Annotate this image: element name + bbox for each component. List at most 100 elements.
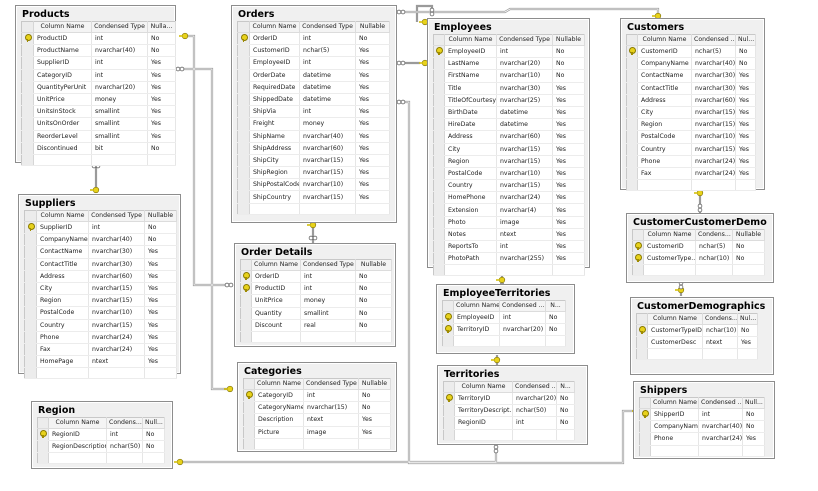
- column-type[interactable]: nvarchar(30): [88, 245, 145, 259]
- column-type[interactable]: ntext: [702, 336, 738, 350]
- column-type[interactable]: nvarchar(20): [499, 323, 546, 337]
- column-type[interactable]: nvarchar(15): [299, 190, 356, 204]
- column-name[interactable]: Country: [36, 319, 89, 332]
- column-type[interactable]: int: [300, 282, 356, 296]
- table-row[interactable]: Region nvarchar(15) Yes: [626, 118, 756, 132]
- column-name[interactable]: Country: [444, 179, 497, 193]
- table-row[interactable]: RequiredDate datetime Yes: [237, 81, 390, 94]
- nullable-header[interactable]: Nullable: [552, 34, 585, 46]
- table-row[interactable]: CompanyName nvarchar(40) No: [639, 420, 765, 434]
- column-nullable[interactable]: Yes: [552, 179, 585, 193]
- empty-cell[interactable]: [106, 452, 143, 465]
- table-row[interactable]: SupplierID int Yes: [21, 56, 176, 70]
- column-nullable[interactable]: Yes: [147, 81, 176, 94]
- table-row[interactable]: CustomerID nchar(5) No: [626, 45, 756, 59]
- empty-cell[interactable]: [355, 331, 392, 343]
- column-name[interactable]: Notes: [444, 228, 497, 242]
- column-nullable[interactable]: Yes: [355, 154, 390, 168]
- column-nullable[interactable]: No: [556, 404, 575, 418]
- column-name[interactable]: ReorderLevel: [33, 130, 92, 143]
- table-row[interactable]: Address nvarchar(60) Yes: [24, 270, 177, 283]
- column-type[interactable]: int: [91, 32, 148, 46]
- column-name[interactable]: ShipPostalCode: [249, 178, 300, 192]
- column-nullable[interactable]: Yes: [552, 106, 585, 120]
- column-name-header[interactable]: Column Name: [36, 210, 89, 222]
- empty-cell[interactable]: [632, 264, 644, 277]
- table-row[interactable]: EmployeeID int Yes: [237, 56, 390, 70]
- column-type[interactable]: nvarchar(15): [496, 155, 553, 168]
- new-row[interactable]: [639, 445, 765, 457]
- column-type[interactable]: nvarchar(60): [496, 130, 553, 144]
- table-row[interactable]: CompanyName nvarchar(40) No: [24, 233, 177, 247]
- column-name-header[interactable]: Column Name: [254, 378, 304, 390]
- column-nullable[interactable]: Yes: [144, 355, 177, 369]
- column-name[interactable]: CustomerID: [643, 240, 696, 254]
- table-row[interactable]: PostalCode nvarchar(10) Yes: [626, 130, 756, 144]
- row-selector[interactable]: [21, 44, 34, 58]
- column-name[interactable]: Phone: [36, 331, 89, 344]
- row-selector[interactable]: [21, 142, 34, 155]
- column-type[interactable]: nchar(50): [106, 440, 143, 454]
- empty-cell[interactable]: [499, 335, 546, 348]
- table-row[interactable]: Fax nvarchar(24) Yes: [626, 167, 756, 181]
- row-selector[interactable]: [237, 117, 250, 131]
- column-nullable[interactable]: No: [142, 428, 165, 442]
- column-name[interactable]: EmployeeID: [453, 311, 500, 325]
- table-employee-territories[interactable]: EmployeeTerritories Column Name Condensed…: [436, 284, 575, 354]
- column-name[interactable]: PostalCode: [36, 306, 89, 320]
- column-type[interactable]: int: [88, 221, 145, 235]
- column-nullable[interactable]: No: [735, 57, 756, 71]
- column-name[interactable]: HireDate: [444, 118, 497, 132]
- column-nullable[interactable]: Yes: [552, 216, 585, 229]
- column-nullable[interactable]: No: [742, 420, 765, 434]
- row-selector[interactable]: [442, 323, 454, 337]
- table-categories[interactable]: Categories Column Name Condensed Type Null…: [237, 362, 397, 452]
- column-type[interactable]: nvarchar(10): [691, 130, 736, 144]
- column-type[interactable]: nvarchar(60): [691, 94, 736, 107]
- column-nullable[interactable]: Yes: [147, 117, 176, 131]
- column-nullable[interactable]: Yes: [552, 143, 585, 156]
- column-name-header[interactable]: Column Name: [249, 21, 300, 33]
- table-row[interactable]: ContactName nvarchar(30) Yes: [626, 69, 756, 83]
- column-name[interactable]: ShipName: [249, 130, 300, 143]
- column-type[interactable]: int: [698, 408, 743, 422]
- column-name-header[interactable]: Column Name: [454, 381, 513, 393]
- table-row[interactable]: RegionID int No: [37, 428, 165, 442]
- row-selector[interactable]: [626, 106, 638, 120]
- table-row[interactable]: PostalCode nvarchar(10) Yes: [24, 306, 177, 320]
- table-row[interactable]: OrderID int No: [240, 270, 392, 284]
- column-type[interactable]: nvarchar(24): [691, 167, 736, 181]
- column-nullable[interactable]: Yes: [147, 69, 176, 82]
- row-selector[interactable]: [24, 258, 37, 271]
- row-selector[interactable]: [237, 69, 250, 82]
- condensed-type-header[interactable]: Condensed ...: [698, 397, 743, 409]
- condensed-type-header[interactable]: Condens...: [702, 313, 738, 325]
- column-type[interactable]: nchar(10): [702, 324, 738, 338]
- column-name[interactable]: CustomerDesc: [647, 336, 703, 350]
- row-selector[interactable]: [243, 401, 255, 415]
- row-selector[interactable]: [639, 408, 651, 422]
- column-type[interactable]: datetime: [496, 118, 553, 132]
- column-type[interactable]: int: [91, 69, 148, 82]
- row-selector[interactable]: [24, 294, 37, 308]
- column-nullable[interactable]: No: [556, 416, 575, 430]
- column-name[interactable]: CompanyName: [637, 57, 692, 71]
- table-row[interactable]: Picture image Yes: [243, 426, 391, 439]
- table-row[interactable]: Discontinued bit No: [21, 142, 176, 155]
- column-nullable[interactable]: Yes: [144, 258, 177, 271]
- column-name-header[interactable]: Column Name: [643, 229, 696, 241]
- column-name[interactable]: OrderID: [251, 270, 301, 284]
- row-selector[interactable]: [639, 420, 651, 434]
- row-selector[interactable]: [433, 57, 445, 71]
- column-type[interactable]: ntext: [303, 413, 359, 427]
- column-nullable[interactable]: Yes: [735, 69, 756, 83]
- row-selector[interactable]: [443, 404, 455, 418]
- new-row[interactable]: [37, 452, 165, 465]
- row-selector[interactable]: [237, 93, 250, 107]
- column-name[interactable]: ShipCity: [249, 154, 300, 168]
- column-name[interactable]: Freight: [249, 117, 300, 131]
- table-row[interactable]: TerritoryID nvarchar(20) No: [443, 392, 575, 406]
- table-region[interactable]: Region Column Name Condens... Null... Regio…: [31, 401, 173, 469]
- column-name[interactable]: BirthDate: [444, 106, 497, 120]
- table-territories[interactable]: Territories Column Name Condensed ... N...…: [437, 365, 588, 445]
